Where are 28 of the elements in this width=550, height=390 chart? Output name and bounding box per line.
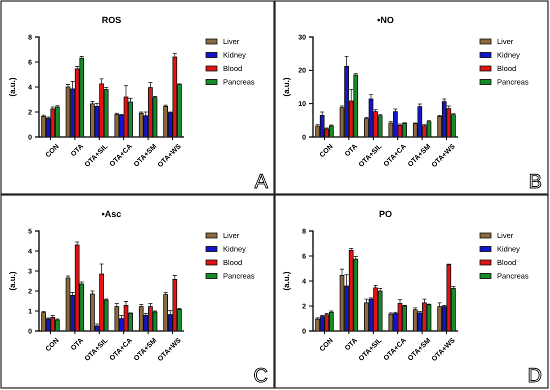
bar (79, 58, 84, 138)
bar (90, 294, 95, 332)
bar (324, 314, 330, 332)
bar (417, 106, 422, 138)
text: C (254, 365, 268, 387)
bar (50, 108, 56, 138)
bar (138, 306, 144, 332)
bar (50, 317, 56, 332)
bar (388, 314, 394, 332)
chart-title: ROS (102, 15, 122, 25)
y-axis-title: (a.u.) (8, 271, 17, 291)
bar (412, 309, 418, 332)
bar (442, 101, 447, 138)
chart-title: PO (378, 209, 392, 219)
bar (364, 302, 369, 332)
bar (114, 306, 120, 332)
y-axis-title: (a.u.) (8, 77, 17, 97)
y-axis-title: (a.u.) (282, 77, 291, 97)
chart-title: •NO (377, 15, 394, 25)
text: A (254, 171, 269, 193)
bar (90, 103, 95, 138)
y-axis-title: (a.u.) (282, 271, 291, 291)
bar (114, 114, 120, 138)
chart-title: •Asc (102, 209, 122, 219)
text: D (528, 365, 542, 387)
bar (353, 74, 358, 138)
text: B (528, 171, 542, 193)
bar (138, 112, 144, 138)
